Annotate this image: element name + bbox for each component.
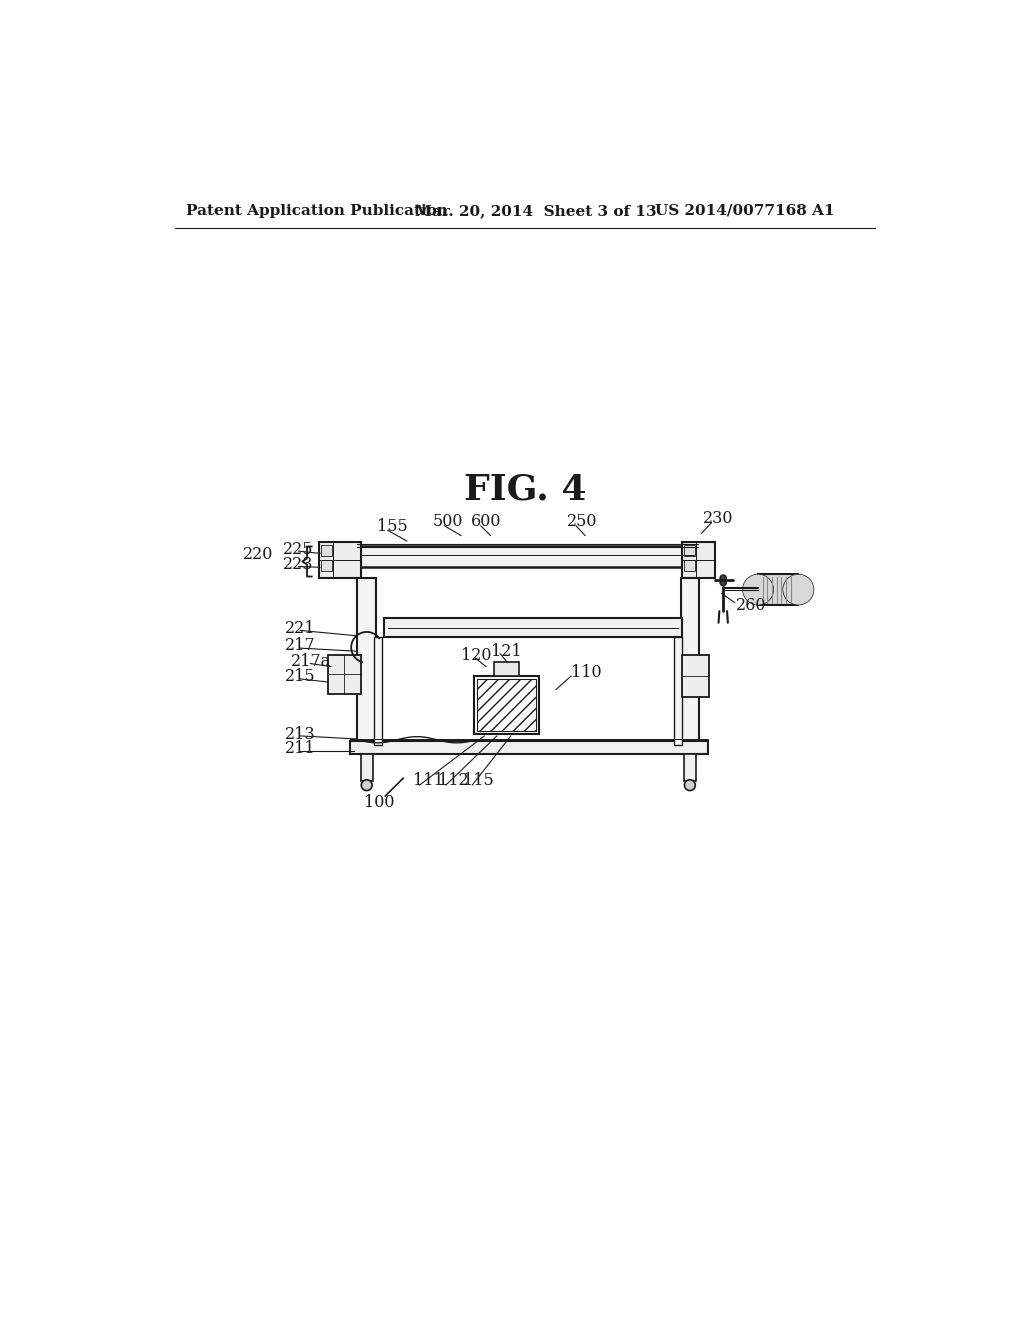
Bar xyxy=(494,663,518,676)
Circle shape xyxy=(684,780,695,791)
Text: 110: 110 xyxy=(571,664,602,681)
Circle shape xyxy=(742,574,773,605)
Text: US 2014/0077168 A1: US 2014/0077168 A1 xyxy=(655,203,835,218)
Bar xyxy=(360,754,373,780)
Text: 155: 155 xyxy=(377,517,408,535)
Text: 225: 225 xyxy=(283,541,313,558)
Text: 220: 220 xyxy=(243,546,273,564)
Text: 211: 211 xyxy=(285,739,315,756)
Bar xyxy=(321,545,332,556)
Text: 115: 115 xyxy=(463,772,494,789)
Bar xyxy=(321,560,332,572)
Bar xyxy=(356,545,697,566)
Bar xyxy=(319,543,360,578)
Bar xyxy=(375,638,382,744)
Text: 500: 500 xyxy=(432,513,463,531)
Bar xyxy=(675,638,682,744)
Bar xyxy=(384,618,682,638)
Text: 250: 250 xyxy=(567,513,598,531)
Bar xyxy=(684,754,696,780)
Text: 221: 221 xyxy=(285,619,315,636)
Text: Patent Application Publication: Patent Application Publication xyxy=(186,203,449,218)
Bar xyxy=(349,742,708,754)
Text: 121: 121 xyxy=(490,643,521,660)
Text: 100: 100 xyxy=(365,793,395,810)
Text: 600: 600 xyxy=(471,513,501,531)
Text: 120: 120 xyxy=(461,647,492,664)
Bar xyxy=(681,578,699,744)
Text: 213: 213 xyxy=(285,726,315,743)
Text: 217a: 217a xyxy=(291,652,331,669)
Text: 215: 215 xyxy=(285,668,315,685)
Circle shape xyxy=(720,576,726,581)
Bar xyxy=(758,574,799,605)
Bar xyxy=(328,655,360,693)
Bar xyxy=(682,655,710,697)
Text: 260: 260 xyxy=(736,597,767,614)
Bar xyxy=(684,545,694,556)
Bar xyxy=(477,678,536,731)
Text: 230: 230 xyxy=(703,511,733,527)
Bar xyxy=(682,543,716,578)
Circle shape xyxy=(720,579,726,586)
Bar xyxy=(357,578,376,744)
Circle shape xyxy=(783,574,814,605)
Text: 111: 111 xyxy=(414,772,444,789)
Text: 217: 217 xyxy=(285,638,315,655)
Bar xyxy=(474,676,539,734)
Text: 112: 112 xyxy=(438,772,469,789)
Text: Mar. 20, 2014  Sheet 3 of 13: Mar. 20, 2014 Sheet 3 of 13 xyxy=(415,203,656,218)
Text: FIG. 4: FIG. 4 xyxy=(464,473,586,507)
Bar xyxy=(684,560,694,572)
Circle shape xyxy=(361,780,372,791)
Text: 223: 223 xyxy=(283,557,313,573)
